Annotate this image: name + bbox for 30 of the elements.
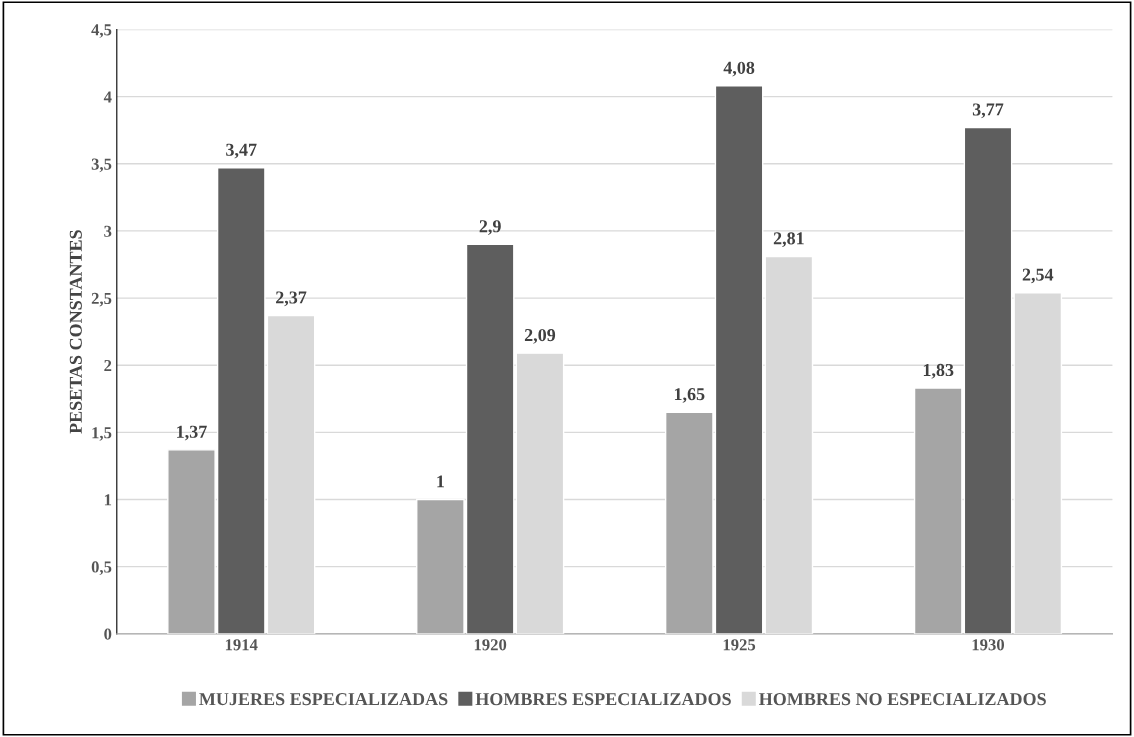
- data-label: 2,37: [276, 291, 307, 307]
- y-tick-label: 4,5: [91, 24, 112, 38]
- y-tick-label: 0,5: [91, 561, 112, 576]
- data-label: 3,47: [226, 143, 257, 159]
- data-label: 1,65: [674, 388, 705, 403]
- data-label: 3,77: [972, 103, 1004, 119]
- data-label: 2,09: [524, 328, 556, 344]
- y-tick-label: 2,5: [91, 292, 112, 307]
- x-tick-label: 1914: [225, 639, 258, 651]
- data-label: 2,9: [479, 220, 501, 235]
- data-label: 2,54: [1022, 268, 1054, 284]
- y-tick-label: 4: [103, 91, 112, 103]
- data-label: 4,08: [723, 61, 755, 77]
- x-tick-label: 1925: [723, 639, 756, 651]
- y-tick-label: 3: [104, 225, 112, 237]
- y-axis-title: PESETAS CONSTANTES: [69, 230, 82, 434]
- legend-label: MUJERES ESPECIALIZADAS: [199, 693, 448, 706]
- legend-label: HOMBRES NO ESPECIALIZADOS: [759, 693, 1046, 706]
- y-tick-label: 1: [104, 494, 112, 506]
- y-tick-label: 1,5: [92, 427, 112, 441]
- data-label: 1,37: [177, 425, 207, 441]
- data-label: 1,83: [923, 363, 954, 379]
- y-tick-label: 0: [104, 628, 112, 640]
- x-tick-label: 1930: [972, 639, 1005, 651]
- x-tick-label: 1920: [474, 639, 507, 651]
- y-tick-label: 2: [104, 359, 112, 372]
- y-tick-label: 3,5: [91, 158, 112, 173]
- data-label: 2,81: [773, 232, 804, 248]
- data-label: 1: [437, 475, 444, 488]
- legend-label: HOMBRES ESPECIALIZADOS: [475, 693, 731, 706]
